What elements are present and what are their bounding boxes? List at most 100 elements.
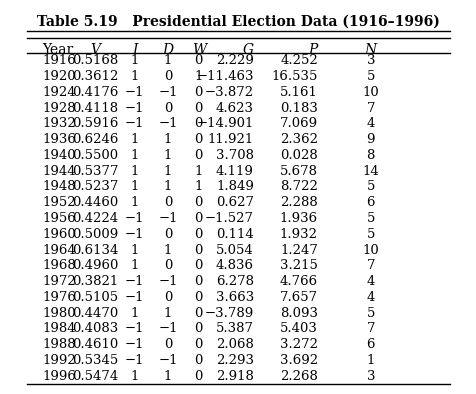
- Text: 1.936: 1.936: [279, 212, 317, 225]
- Text: 0.183: 0.183: [279, 102, 317, 115]
- Text: 0.6246: 0.6246: [72, 133, 118, 146]
- Text: 3.708: 3.708: [216, 149, 253, 162]
- Text: 1980: 1980: [42, 307, 76, 320]
- Text: 1: 1: [130, 149, 139, 162]
- Text: −1: −1: [158, 86, 178, 99]
- Text: 1976: 1976: [42, 291, 76, 304]
- Text: 5: 5: [366, 228, 374, 241]
- Text: 8: 8: [366, 149, 374, 162]
- Text: 1924: 1924: [42, 86, 76, 99]
- Text: 5: 5: [366, 212, 374, 225]
- Text: 1: 1: [163, 133, 172, 146]
- Text: 3.272: 3.272: [279, 338, 317, 351]
- Text: I: I: [132, 43, 137, 57]
- Text: 1952: 1952: [42, 196, 76, 209]
- Text: −1: −1: [158, 212, 178, 225]
- Text: 0: 0: [163, 259, 172, 272]
- Text: 4.766: 4.766: [279, 275, 317, 288]
- Text: 0: 0: [194, 133, 203, 146]
- Text: 1: 1: [130, 54, 139, 67]
- Text: 4.119: 4.119: [216, 165, 253, 178]
- Text: 1936: 1936: [42, 133, 76, 146]
- Text: 0.5105: 0.5105: [72, 291, 118, 304]
- Text: −1: −1: [125, 338, 144, 351]
- Text: 1: 1: [163, 243, 172, 256]
- Text: 1916: 1916: [42, 54, 76, 67]
- Text: 6: 6: [366, 338, 374, 351]
- Text: 4: 4: [366, 275, 374, 288]
- Text: Table 5.19   Presidential Election Data (1916–1996): Table 5.19 Presidential Election Data (1…: [37, 15, 439, 29]
- Text: 0: 0: [194, 275, 203, 288]
- Text: 2.362: 2.362: [279, 133, 317, 146]
- Text: 2.229: 2.229: [216, 54, 253, 67]
- Text: 4.623: 4.623: [216, 102, 253, 115]
- Text: 0: 0: [163, 70, 172, 83]
- Text: −11.463: −11.463: [196, 70, 253, 83]
- Text: 1996: 1996: [42, 370, 76, 383]
- Text: −1: −1: [158, 117, 178, 130]
- Text: 1940: 1940: [42, 149, 76, 162]
- Text: 0: 0: [163, 228, 172, 241]
- Text: V: V: [90, 43, 100, 57]
- Text: 0: 0: [163, 338, 172, 351]
- Text: 1.932: 1.932: [279, 228, 317, 241]
- Text: 1: 1: [194, 70, 203, 83]
- Text: 1: 1: [130, 243, 139, 256]
- Text: −3.789: −3.789: [204, 307, 253, 320]
- Text: 4: 4: [366, 117, 374, 130]
- Text: 5.387: 5.387: [216, 322, 253, 335]
- Text: 0: 0: [194, 243, 203, 256]
- Text: 1.247: 1.247: [279, 243, 317, 256]
- Text: 1: 1: [130, 307, 139, 320]
- Text: 5.161: 5.161: [279, 86, 317, 99]
- Text: 0: 0: [194, 117, 203, 130]
- Text: 0.5474: 0.5474: [72, 370, 118, 383]
- Text: 0.4224: 0.4224: [72, 212, 118, 225]
- Text: 0: 0: [194, 322, 203, 335]
- Text: 1920: 1920: [42, 70, 76, 83]
- Text: 0.4460: 0.4460: [72, 196, 118, 209]
- Text: 1964: 1964: [42, 243, 76, 256]
- Text: G: G: [242, 43, 253, 57]
- Text: 1992: 1992: [42, 354, 76, 367]
- Text: 0.3612: 0.3612: [72, 70, 118, 83]
- Text: −1: −1: [125, 291, 144, 304]
- Text: 0.4960: 0.4960: [72, 259, 118, 272]
- Text: 3.663: 3.663: [215, 291, 253, 304]
- Text: −1: −1: [125, 86, 144, 99]
- Text: 14: 14: [362, 165, 378, 178]
- Text: 0.6134: 0.6134: [72, 243, 118, 256]
- Text: 1: 1: [130, 70, 139, 83]
- Text: −3.872: −3.872: [204, 86, 253, 99]
- Text: 0: 0: [194, 338, 203, 351]
- Text: 1: 1: [163, 165, 172, 178]
- Text: 0.5345: 0.5345: [72, 354, 118, 367]
- Text: 1: 1: [130, 370, 139, 383]
- Text: 1: 1: [163, 54, 172, 67]
- Text: 16.535: 16.535: [271, 70, 317, 83]
- Text: 1984: 1984: [42, 322, 76, 335]
- Text: 0: 0: [194, 370, 203, 383]
- Text: 0: 0: [163, 196, 172, 209]
- Text: 0.5237: 0.5237: [72, 180, 118, 193]
- Text: 3.215: 3.215: [279, 259, 317, 272]
- Text: 0.5168: 0.5168: [72, 54, 118, 67]
- Text: 2.068: 2.068: [216, 338, 253, 351]
- Text: 1972: 1972: [42, 275, 76, 288]
- Text: 0.5916: 0.5916: [72, 117, 118, 130]
- Text: 2.918: 2.918: [216, 370, 253, 383]
- Text: 0.4470: 0.4470: [72, 307, 118, 320]
- Text: 1: 1: [163, 149, 172, 162]
- Text: 1: 1: [130, 180, 139, 193]
- Text: 0: 0: [163, 102, 172, 115]
- Text: 2.268: 2.268: [279, 370, 317, 383]
- Text: 0: 0: [194, 86, 203, 99]
- Text: −1: −1: [125, 212, 144, 225]
- Text: 5: 5: [366, 180, 374, 193]
- Text: 0: 0: [194, 307, 203, 320]
- Text: 1944: 1944: [42, 165, 76, 178]
- Text: 0: 0: [194, 291, 203, 304]
- Text: D: D: [162, 43, 173, 57]
- Text: 1: 1: [130, 165, 139, 178]
- Text: 5.403: 5.403: [279, 322, 317, 335]
